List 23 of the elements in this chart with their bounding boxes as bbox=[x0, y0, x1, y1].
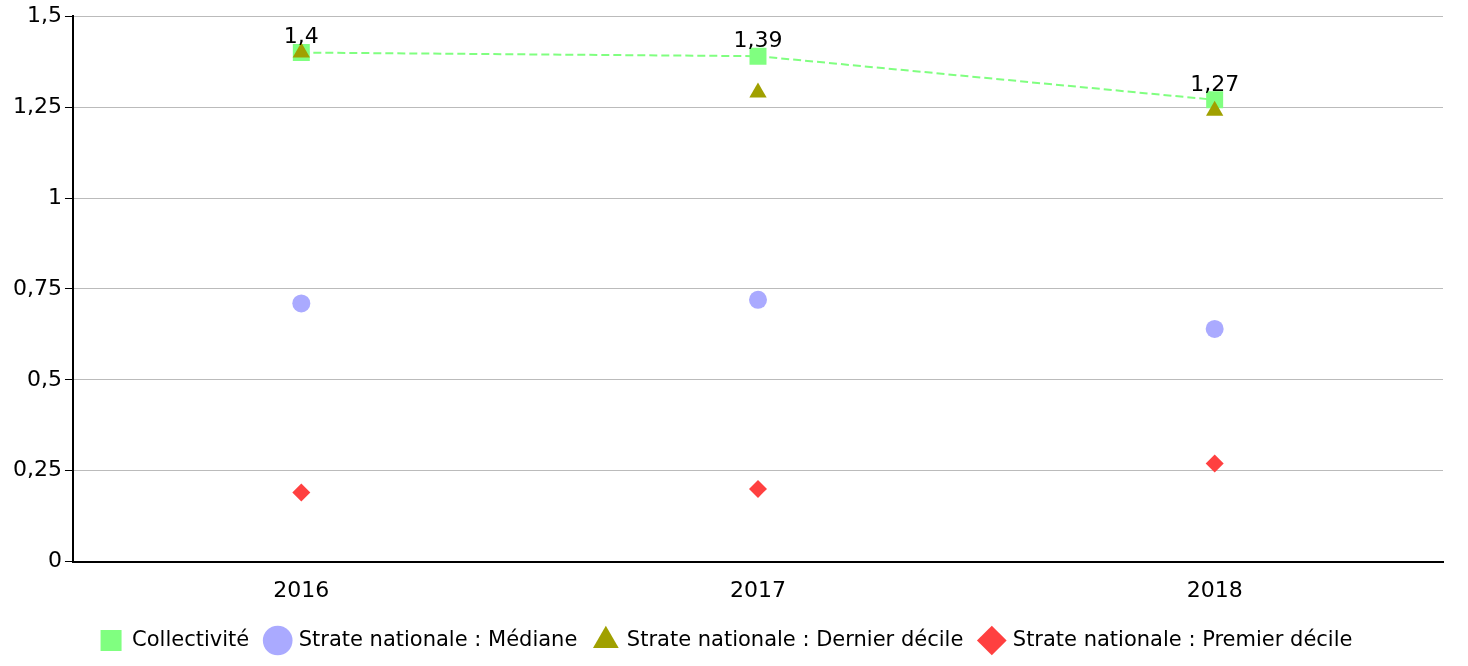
legend-label: Strate nationale : Premier décile bbox=[1012, 626, 1353, 651]
y-tick-label: 0 bbox=[47, 547, 62, 573]
point bbox=[1205, 319, 1224, 338]
legend-label: Strate nationale : Médiane bbox=[298, 626, 578, 651]
y-tick-label: 1,5 bbox=[26, 1, 62, 27]
y-tick-label: 1 bbox=[47, 183, 62, 209]
data-label: 1,39 bbox=[733, 26, 783, 52]
data-label: 1,4 bbox=[283, 23, 319, 49]
point bbox=[292, 483, 311, 502]
point bbox=[748, 290, 767, 309]
x-tick-label: 2017 bbox=[729, 576, 786, 602]
y-tick-label: 1,25 bbox=[13, 92, 62, 118]
point bbox=[748, 479, 767, 498]
legend-label: Strate nationale : Dernier décile bbox=[626, 626, 964, 651]
data-label: 1,27 bbox=[1190, 70, 1240, 96]
point bbox=[292, 294, 311, 313]
y-tick-label: 0,75 bbox=[13, 274, 62, 300]
y-tick-label: 0,25 bbox=[13, 456, 62, 482]
x-tick-label: 2016 bbox=[273, 576, 330, 602]
x-tick-label: 2018 bbox=[1186, 576, 1243, 602]
y-tick-label: 0,5 bbox=[26, 365, 62, 391]
point bbox=[1205, 454, 1224, 473]
legend-label: Collectivité bbox=[132, 626, 250, 651]
